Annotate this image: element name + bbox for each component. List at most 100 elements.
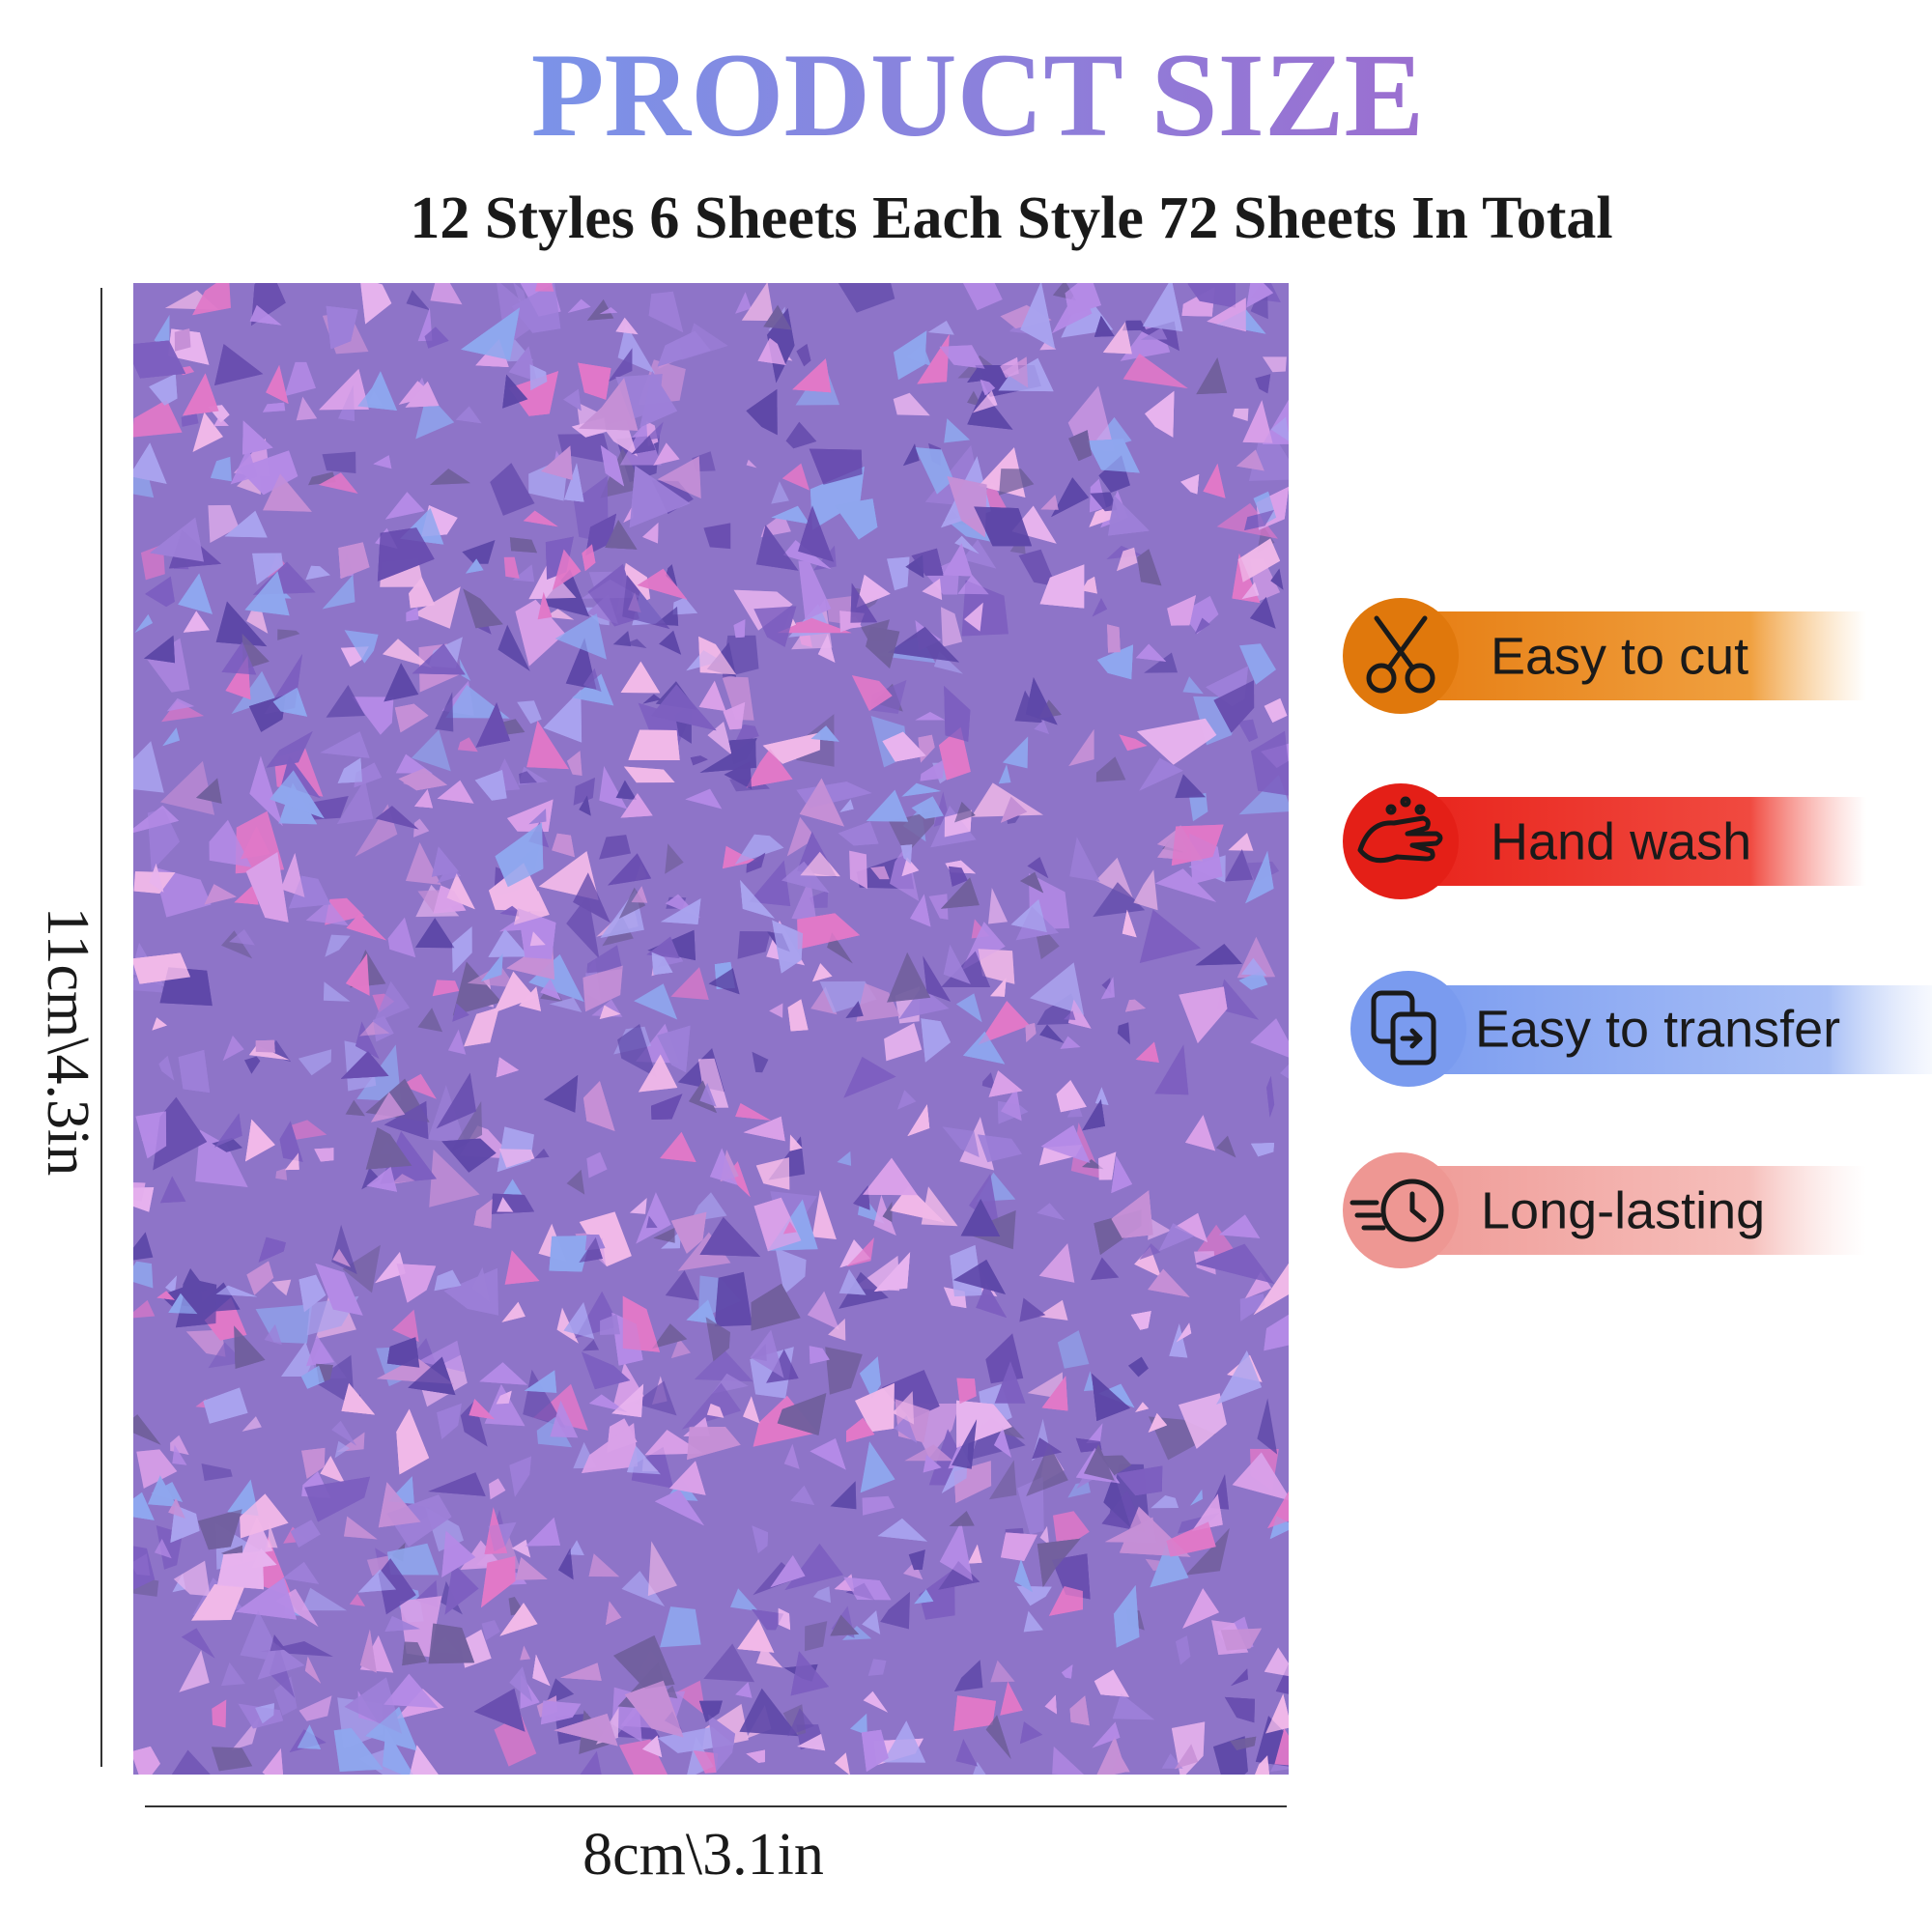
- shard: [174, 328, 191, 352]
- shard: [523, 1369, 566, 1429]
- shard: [1219, 1214, 1261, 1238]
- shard: [1124, 999, 1146, 1012]
- shard: [221, 1662, 245, 1687]
- shard: [599, 766, 628, 810]
- shard: [863, 1690, 889, 1713]
- shard: [320, 731, 370, 758]
- shard: [807, 1291, 840, 1330]
- shard: [338, 542, 370, 580]
- shard: [778, 1607, 791, 1631]
- shard: [509, 1456, 531, 1497]
- feature-icon-bg: [1343, 1152, 1459, 1268]
- shard: [134, 613, 154, 634]
- shard: [296, 396, 318, 421]
- shard: [582, 1351, 631, 1390]
- shard: [435, 692, 454, 732]
- height-label: 11cm\4.3in: [35, 907, 100, 1176]
- shard: [158, 1055, 175, 1081]
- shard: [763, 304, 792, 330]
- shard: [862, 1610, 881, 1634]
- shard: [514, 891, 550, 925]
- shard: [529, 931, 546, 947]
- shard: [1094, 1669, 1129, 1697]
- shard: [708, 968, 740, 995]
- shard: [150, 517, 204, 562]
- shard: [270, 770, 325, 819]
- shard: [812, 963, 833, 982]
- shard: [166, 697, 195, 712]
- shard: [901, 782, 941, 797]
- shard: [497, 1197, 514, 1212]
- shard: [1067, 999, 1092, 1029]
- shard: [955, 993, 982, 1023]
- shard: [336, 779, 374, 825]
- shard: [434, 1269, 462, 1292]
- shard: [733, 619, 746, 639]
- shard: [1135, 1041, 1159, 1063]
- shard: [474, 770, 507, 801]
- shard: [1019, 1721, 1043, 1745]
- shard: [905, 554, 924, 579]
- shard: [245, 1119, 275, 1162]
- shard: [880, 1591, 910, 1630]
- shard: [1216, 1350, 1262, 1405]
- shard: [383, 639, 433, 668]
- shard: [888, 626, 960, 663]
- shard: [573, 872, 611, 923]
- shard: [657, 1025, 691, 1073]
- shard: [809, 448, 863, 485]
- shard: [262, 1748, 284, 1775]
- shard: [221, 930, 253, 959]
- shard: [755, 525, 799, 571]
- shard: [642, 694, 662, 704]
- feature-label: Hand wash: [1491, 812, 1751, 870]
- shard: [459, 658, 471, 681]
- shard: [457, 737, 478, 753]
- shard: [1037, 1203, 1065, 1221]
- shard: [810, 1438, 846, 1470]
- shard: [154, 1538, 172, 1559]
- shard: [586, 945, 622, 974]
- shard: [355, 1021, 380, 1059]
- shard: [901, 857, 920, 877]
- shard: [528, 954, 584, 1002]
- shard: [266, 365, 289, 404]
- shard: [508, 346, 538, 382]
- shard: [974, 506, 1032, 547]
- shard: [566, 895, 600, 959]
- shard: [939, 726, 971, 781]
- shard: [148, 1475, 178, 1507]
- shard: [185, 1329, 226, 1357]
- shard: [911, 548, 944, 576]
- shard: [341, 1382, 376, 1415]
- shard: [952, 1419, 978, 1469]
- shard: [1231, 1668, 1248, 1687]
- shard: [599, 835, 631, 860]
- shard: [304, 1656, 322, 1684]
- shard: [897, 1090, 917, 1110]
- shard: [1034, 720, 1049, 734]
- shard: [1082, 1098, 1105, 1131]
- shard: [179, 1650, 210, 1692]
- shard: [263, 473, 312, 512]
- shard: [631, 886, 648, 903]
- shard: [415, 918, 455, 949]
- shard: [648, 291, 684, 333]
- shard: [221, 641, 257, 675]
- shard: [552, 833, 575, 858]
- shard: [953, 1695, 996, 1731]
- shard: [249, 304, 282, 326]
- shard: [464, 1007, 499, 1047]
- shard: [366, 1554, 393, 1577]
- shard: [850, 1713, 867, 1735]
- shard: [147, 638, 190, 693]
- shard: [563, 388, 582, 412]
- shard: [860, 1441, 895, 1493]
- shard: [620, 793, 653, 818]
- shard: [392, 1309, 419, 1343]
- shard: [281, 1342, 318, 1377]
- shard: [1213, 680, 1255, 733]
- shard: [501, 1301, 526, 1322]
- shard: [234, 1325, 266, 1369]
- shard: [273, 1676, 298, 1716]
